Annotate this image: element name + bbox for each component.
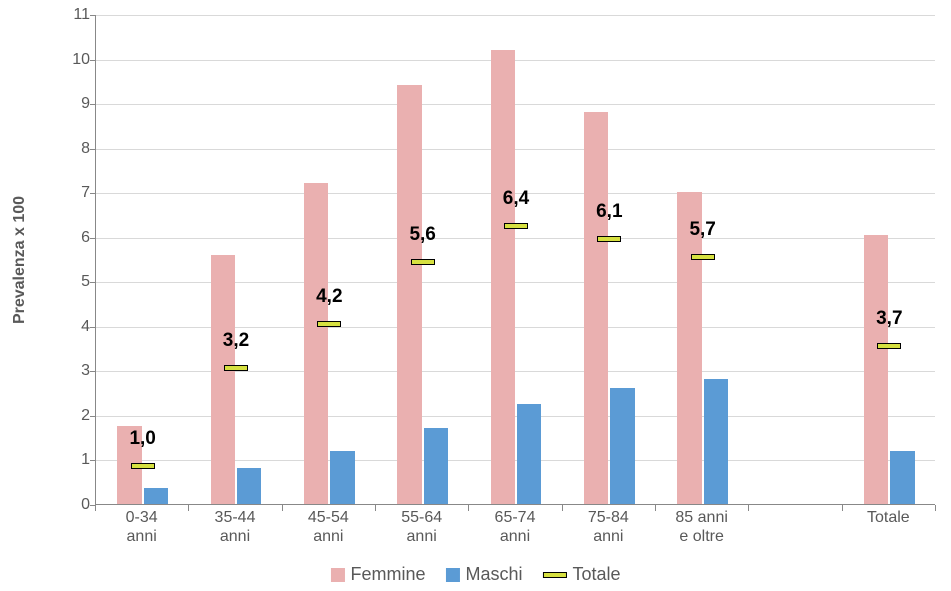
maschi-bar xyxy=(237,468,261,504)
y-tick-mark xyxy=(90,193,96,194)
totale-marker xyxy=(597,236,621,242)
gridline xyxy=(96,15,935,16)
legend-dash-icon xyxy=(542,572,566,578)
plot-area: 1,0 3,2 4,2 5,6 6,4 6,1 5,7 3,7 xyxy=(95,15,935,505)
y-tick-mark xyxy=(90,371,96,372)
femmine-bar xyxy=(491,50,515,504)
x-tick-mark xyxy=(468,505,469,511)
x-tick-mark xyxy=(748,505,749,511)
chart-container: Prevalenza x 100 1,0 3,2 4,2 5,6 6,4 6,1 5,7 3,… xyxy=(0,0,951,591)
y-tick-label: 0 xyxy=(60,496,90,514)
maschi-bar xyxy=(330,451,354,504)
totale-value-label: 6,4 xyxy=(503,188,529,210)
maschi-bar xyxy=(144,488,168,504)
totale-value-label: 5,7 xyxy=(689,219,715,241)
y-tick-label: 10 xyxy=(60,51,90,69)
x-tick-mark xyxy=(655,505,656,511)
legend-label: Totale xyxy=(572,564,620,585)
legend-item: Totale xyxy=(542,564,620,585)
legend-label: Femmine xyxy=(350,564,425,585)
legend-swatch-icon xyxy=(330,568,344,582)
totale-value-label: 3,7 xyxy=(876,308,902,330)
y-tick-mark xyxy=(90,282,96,283)
legend-swatch-icon xyxy=(445,568,459,582)
legend: Femmine Maschi Totale xyxy=(330,564,620,585)
y-tick-label: 7 xyxy=(60,184,90,202)
x-tick-label: 45-54anni xyxy=(308,508,349,546)
x-tick-label: Totale xyxy=(867,508,910,527)
x-tick-mark xyxy=(935,505,936,511)
legend-item: Maschi xyxy=(445,564,522,585)
x-tick-mark xyxy=(95,505,96,511)
maschi-bar xyxy=(704,379,728,504)
y-tick-label: 2 xyxy=(60,407,90,425)
legend-label: Maschi xyxy=(465,564,522,585)
y-tick-label: 9 xyxy=(60,95,90,113)
totale-marker xyxy=(224,365,248,371)
y-tick-label: 11 xyxy=(60,6,90,24)
totale-value-label: 6,1 xyxy=(596,201,622,223)
maschi-bar xyxy=(517,404,541,504)
y-tick-mark xyxy=(90,327,96,328)
femmine-bar xyxy=(304,183,328,504)
totale-value-label: 3,2 xyxy=(223,330,249,352)
totale-marker xyxy=(317,321,341,327)
y-tick-mark xyxy=(90,416,96,417)
y-tick-label: 4 xyxy=(60,318,90,336)
x-tick-mark xyxy=(188,505,189,511)
maschi-bar xyxy=(890,451,914,504)
y-tick-label: 3 xyxy=(60,362,90,380)
totale-value-label: 5,6 xyxy=(409,224,435,246)
x-tick-mark xyxy=(282,505,283,511)
maschi-bar xyxy=(424,428,448,504)
totale-marker xyxy=(411,259,435,265)
gridline xyxy=(96,104,935,105)
femmine-bar xyxy=(211,255,235,504)
totale-marker xyxy=(131,463,155,469)
y-tick-label: 5 xyxy=(60,273,90,291)
y-axis-title: Prevalenza x 100 xyxy=(11,196,29,324)
y-tick-label: 6 xyxy=(60,229,90,247)
maschi-bar xyxy=(610,388,634,504)
totale-value-label: 1,0 xyxy=(129,428,155,450)
totale-marker xyxy=(691,254,715,260)
y-tick-label: 1 xyxy=(60,451,90,469)
legend-item: Femmine xyxy=(330,564,425,585)
y-tick-mark xyxy=(90,15,96,16)
x-tick-label: 55-64anni xyxy=(401,508,442,546)
y-tick-mark xyxy=(90,460,96,461)
x-tick-label: 35-44anni xyxy=(215,508,256,546)
gridline xyxy=(96,60,935,61)
y-tick-mark xyxy=(90,238,96,239)
femmine-bar xyxy=(397,85,421,504)
gridline xyxy=(96,238,935,239)
gridline xyxy=(96,149,935,150)
femmine-bar xyxy=(584,112,608,504)
x-tick-mark xyxy=(375,505,376,511)
x-tick-mark xyxy=(842,505,843,511)
x-tick-label: 75-84anni xyxy=(588,508,629,546)
totale-marker xyxy=(504,223,528,229)
x-tick-label: 85 annie oltre xyxy=(675,508,728,546)
femmine-bar xyxy=(864,235,888,505)
totale-value-label: 4,2 xyxy=(316,286,342,308)
y-tick-mark xyxy=(90,60,96,61)
x-tick-label: 0-34anni xyxy=(126,508,158,546)
totale-marker xyxy=(877,343,901,349)
y-tick-mark xyxy=(90,149,96,150)
x-tick-label: 65-74anni xyxy=(495,508,536,546)
y-tick-label: 8 xyxy=(60,140,90,158)
y-tick-mark xyxy=(90,104,96,105)
x-tick-mark xyxy=(562,505,563,511)
